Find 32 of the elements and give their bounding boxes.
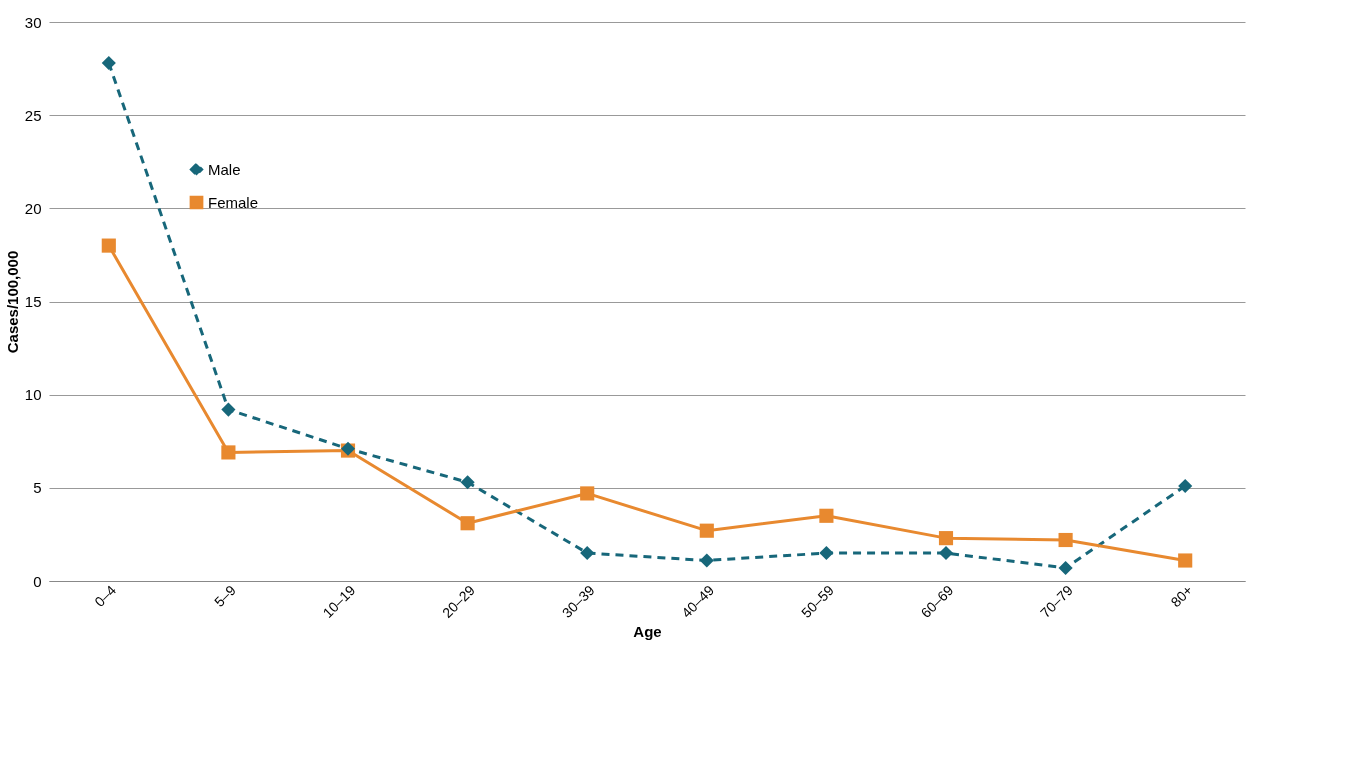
point <box>221 445 236 460</box>
point <box>580 486 595 501</box>
point <box>460 516 475 531</box>
point <box>101 55 116 71</box>
point <box>699 523 714 538</box>
point <box>1058 560 1073 576</box>
x-tick-label: 0–4 <box>91 581 120 610</box>
point <box>1058 532 1073 548</box>
y-tick-label: 25 <box>24 106 42 124</box>
y-tick-label: 30 <box>24 13 42 31</box>
y-tick-label: 20 <box>24 199 42 217</box>
y-tick-label: 10 <box>24 386 42 404</box>
point <box>101 238 116 253</box>
x-tick-label: 80+ <box>1167 582 1196 611</box>
point <box>819 545 834 561</box>
legend-label: Male <box>208 160 241 178</box>
point <box>1178 478 1193 494</box>
point <box>1178 553 1193 568</box>
y-tick-label: 15 <box>24 293 42 310</box>
point <box>580 545 595 561</box>
legend-label: Female <box>208 193 259 211</box>
x-tick-label: 5–9 <box>210 581 239 610</box>
point <box>221 402 236 417</box>
y-tick-label: 0 <box>33 572 42 590</box>
point <box>938 545 954 561</box>
point <box>819 508 834 523</box>
point <box>699 553 714 568</box>
y-tick-label: 5 <box>33 479 42 497</box>
point <box>460 475 475 490</box>
point <box>938 531 954 546</box>
x-axis-title: Age <box>633 622 662 640</box>
y-axis-title: Cases/100,000 <box>3 250 21 354</box>
